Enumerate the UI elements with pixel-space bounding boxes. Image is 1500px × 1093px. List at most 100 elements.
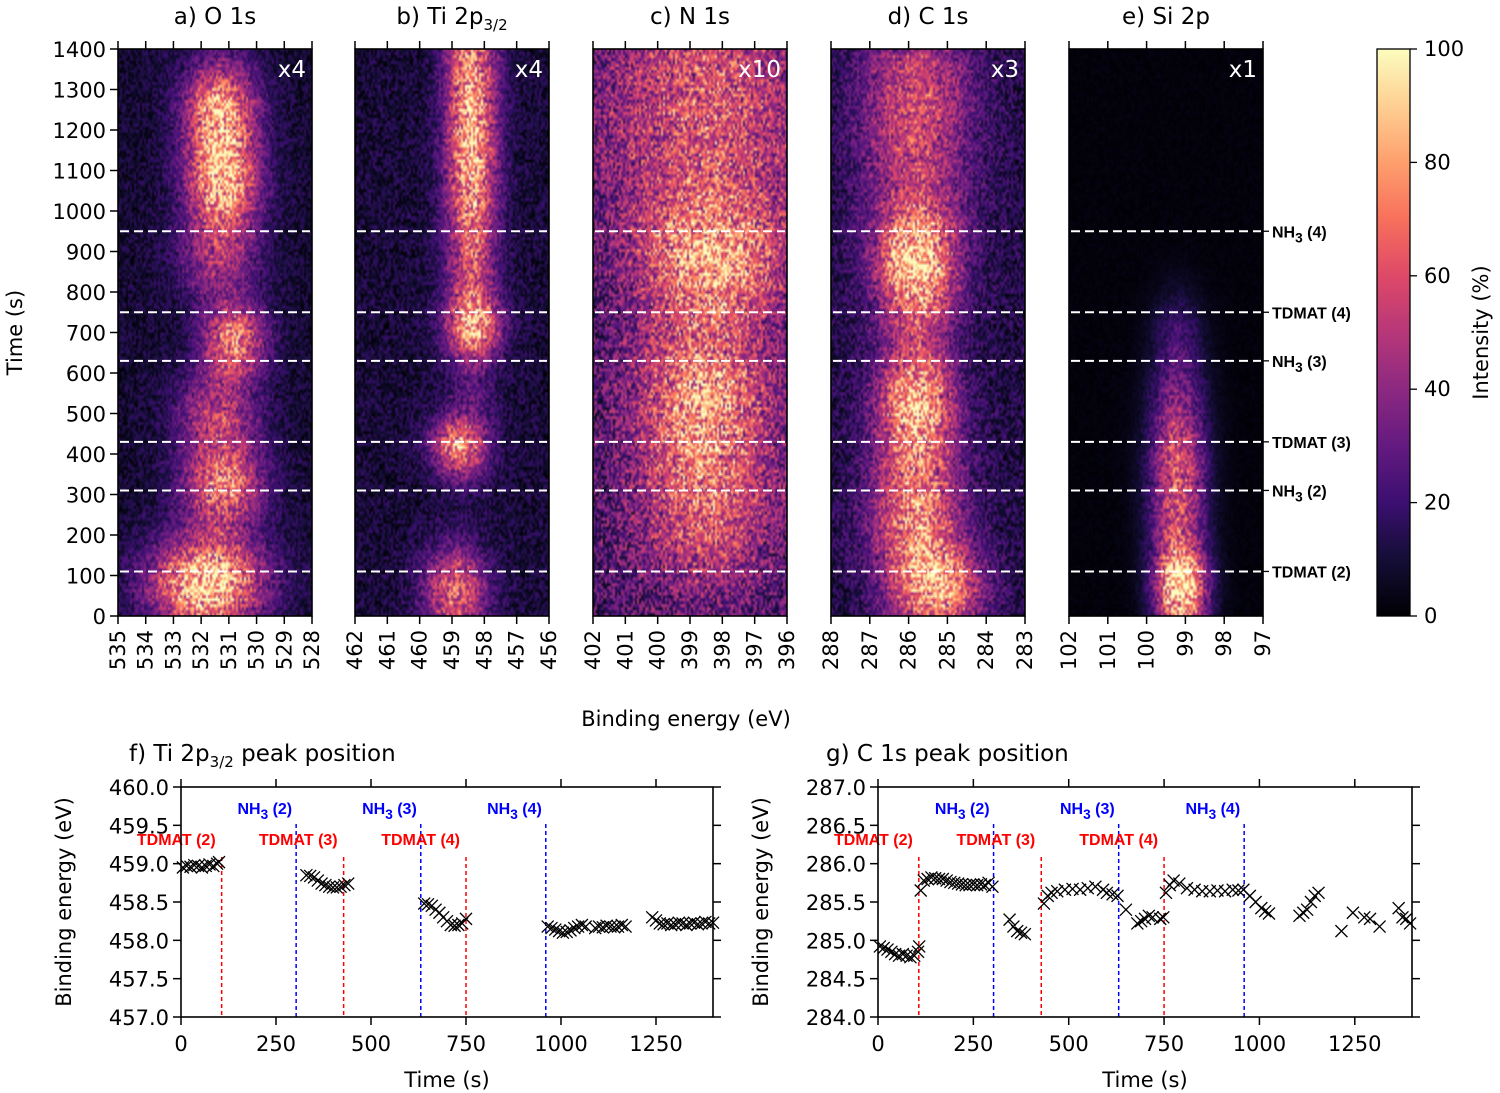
data-point (195, 861, 209, 874)
data-point (619, 920, 633, 933)
colorbar-tick-label: 60 (1424, 264, 1451, 288)
data-point (1037, 897, 1051, 910)
y-tick-label: 287.0 (806, 776, 866, 800)
data-point (1231, 884, 1245, 897)
event-vline-label: NH3 (4) (487, 801, 542, 822)
data-point (1159, 886, 1173, 900)
data-point (337, 878, 351, 892)
y-tick-label: 284.0 (806, 1006, 866, 1030)
data-point (330, 880, 344, 894)
y-axis-label: Binding energy (eV) (749, 797, 773, 1007)
y-tick-label: 459.5 (109, 814, 169, 838)
x-tick-label: 285 (935, 630, 959, 670)
y-tick-label: 284.5 (806, 968, 866, 992)
x-tick-label: 534 (134, 630, 158, 670)
data-point (1304, 895, 1318, 909)
data-point (884, 945, 898, 959)
data-point (459, 912, 473, 926)
data-point (1218, 884, 1232, 898)
scale-factor-label: x1 (1229, 57, 1257, 83)
y-tick-label: 458.5 (109, 891, 169, 915)
panel-title: d) C 1s (888, 4, 969, 30)
scatter-title: f) Ti 2p3/2 peak position (129, 741, 396, 771)
data-point (914, 884, 928, 897)
data-point (1130, 917, 1144, 930)
event-label: NH3 (4) (1272, 224, 1327, 245)
data-point (1226, 883, 1240, 897)
x-tick-label: 532 (189, 630, 213, 670)
data-point (1081, 881, 1095, 895)
panel-title: a) O 1s (174, 4, 256, 30)
data-point (451, 918, 465, 932)
data-point (560, 925, 574, 939)
heatmap-image (118, 49, 312, 616)
data-point (417, 897, 431, 910)
y-tick-label: 900 (66, 241, 106, 265)
data-point (341, 877, 355, 891)
colorbar-tick-label: 40 (1424, 377, 1451, 401)
y-tick-label: 800 (66, 281, 106, 305)
heatmap-image (831, 49, 1025, 616)
data-point (448, 919, 462, 933)
y-tick-label: 457.5 (109, 968, 169, 992)
data-point (575, 918, 589, 932)
data-point (940, 874, 954, 887)
x-tick-label: 533 (161, 630, 185, 670)
event-vline-label: TDMAT (2) (834, 832, 913, 849)
data-point (615, 918, 629, 932)
y-tick-label: 400 (66, 443, 106, 467)
data-point (1088, 880, 1102, 894)
y-tick-label: 457.0 (109, 1006, 169, 1030)
y-tick-label: 1200 (53, 119, 106, 143)
heatmap-panel-d: d) C 1s x3 288 287 286 285 284 283 (819, 4, 1037, 670)
x-tick-label: 99 (1173, 630, 1197, 657)
y-tick-label: 700 (66, 322, 106, 346)
data-point (1300, 903, 1314, 917)
x-tick-label: 399 (678, 630, 702, 670)
event-vline-label: TDMAT (4) (381, 832, 460, 849)
colorbar-label: Intensity (%) (1469, 265, 1493, 399)
data-point (912, 940, 926, 953)
scale-factor-label: x4 (515, 57, 543, 83)
event-vline-label: TDMAT (4) (1079, 832, 1158, 849)
x-tick-label: 456 (537, 630, 561, 670)
y-tick-label: 1000 (53, 200, 106, 224)
x-tick-label: 530 (245, 630, 269, 670)
event-vline-label: TDMAT (2) (137, 832, 216, 849)
y-tick-label: 1400 (53, 38, 106, 62)
y-axis-label: Time (s) (3, 290, 27, 376)
data-point (1258, 904, 1272, 918)
x-tick-label: 459 (440, 630, 464, 670)
data-point (1146, 910, 1160, 924)
data-point (1134, 914, 1148, 928)
x-axis-label: Time (s) (1101, 1068, 1187, 1092)
x-tick-label: 0 (871, 1032, 884, 1056)
panel-title: e) Si 2p (1122, 4, 1210, 30)
scatter-title: g) C 1s peak position (826, 741, 1069, 767)
data-point (315, 877, 329, 891)
x-tick-label: 288 (819, 630, 843, 670)
data-point (607, 920, 621, 934)
event-label: TDMAT (3) (1272, 435, 1351, 452)
heatmap-panel-e: e) Si 2p x1 102 101 100 99 98 97 (1057, 4, 1275, 670)
x-tick-label: 457 (505, 630, 529, 670)
x-axis-label: Time (s) (403, 1068, 489, 1092)
panel-title: b) Ti 2p3/2 (396, 4, 507, 34)
data-point (903, 950, 917, 964)
heatmap-image (593, 49, 787, 616)
data-point (877, 941, 891, 955)
x-tick-label: 500 (1049, 1032, 1089, 1056)
x-tick-label: 396 (775, 630, 799, 670)
colorbar-tick-label: 20 (1424, 491, 1451, 515)
x-tick-label: 529 (272, 630, 296, 670)
y-tick-label: 458.0 (109, 929, 169, 953)
data-point (1119, 903, 1133, 917)
data-point (1142, 909, 1156, 923)
event-vline-label: TDMAT (3) (956, 832, 1035, 849)
data-point (917, 874, 931, 887)
event-vline-label: NH3 (3) (1060, 801, 1115, 822)
data-point (1003, 913, 1017, 927)
data-point (318, 878, 332, 892)
x-tick-label: 250 (256, 1032, 296, 1056)
data-point (1018, 927, 1032, 941)
